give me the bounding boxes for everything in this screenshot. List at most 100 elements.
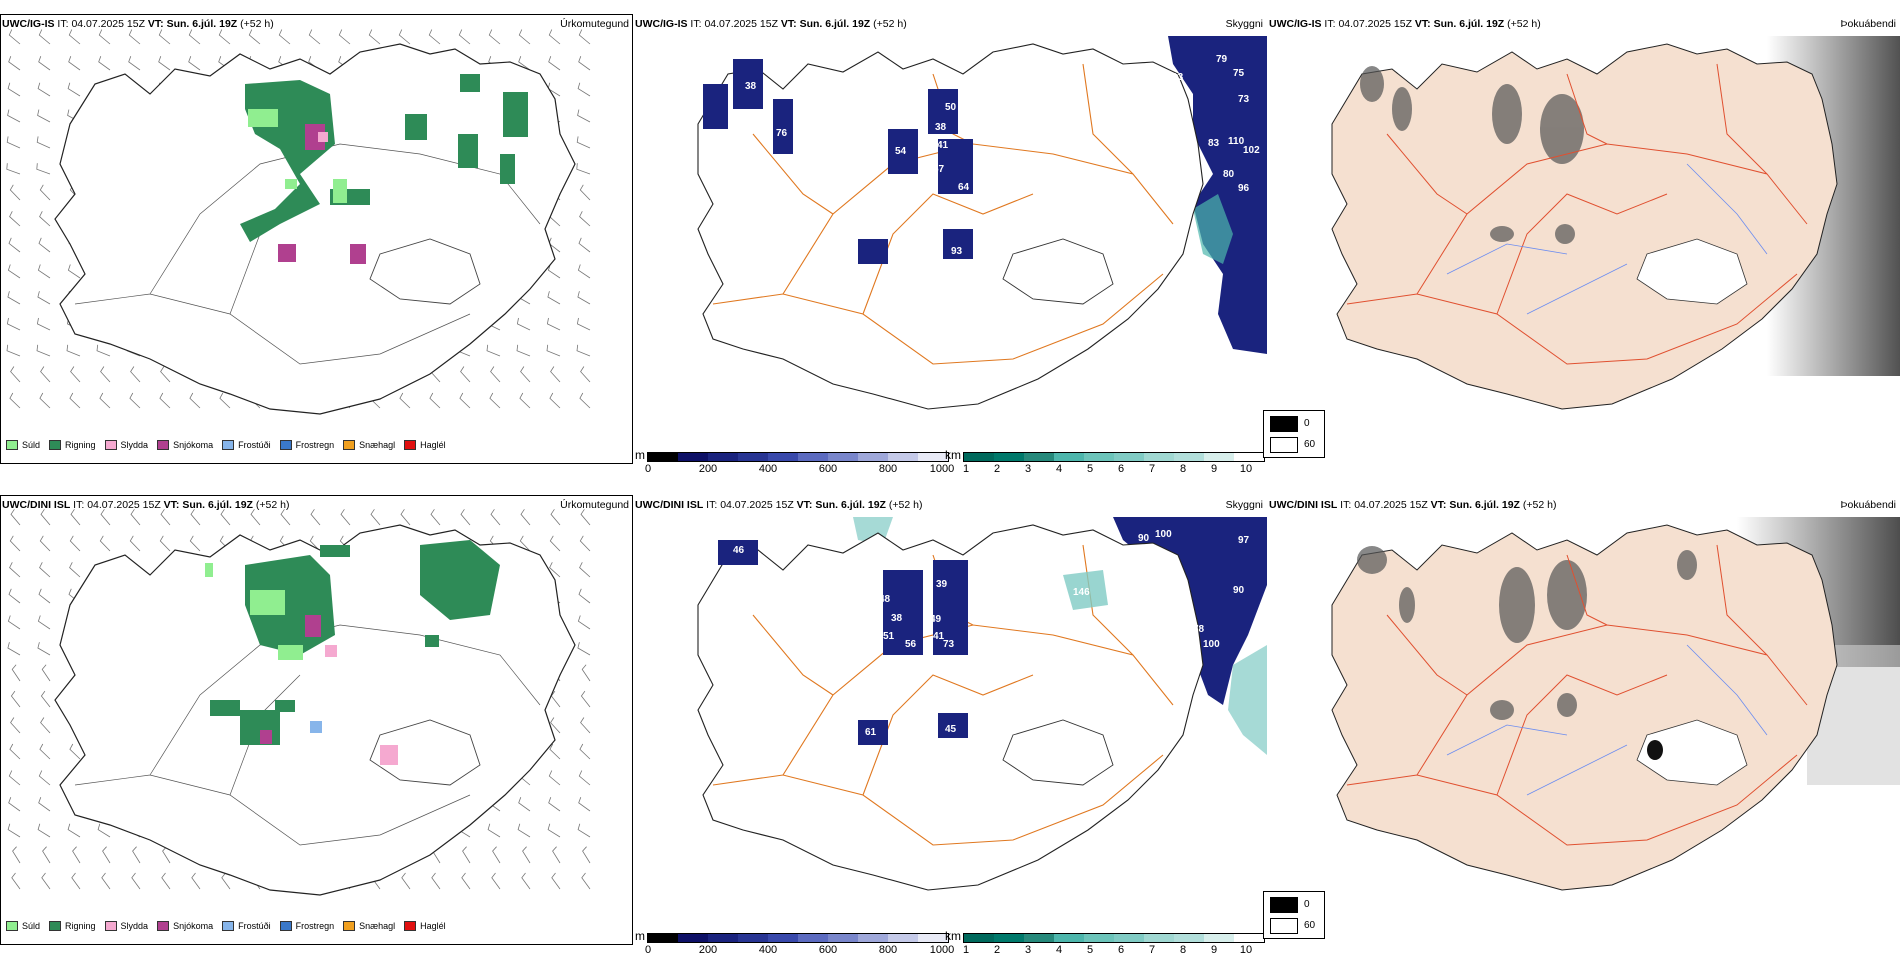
svg-text:54: 54	[895, 146, 907, 157]
iceland-outline	[697, 43, 1204, 410]
wind-barb	[191, 872, 201, 890]
visibility-colorbar: km 1 2 3 4 5 6 7 8 9 10	[945, 438, 1265, 475]
drizzle-areas	[248, 109, 347, 203]
wind-barb	[128, 56, 141, 71]
cloud-map-bottom: 46 48 39 38 49 41 56 73 51 61 45 03 146 …	[697, 517, 1267, 891]
cloud-base-labels-bottom: 46 48 39 38 49 41 56 73 51 61 45 03 146 …	[733, 529, 1250, 758]
wind-barb	[70, 366, 81, 383]
svg-text:146: 146	[1073, 587, 1090, 598]
wind-barb	[519, 535, 531, 552]
svg-text:73: 73	[1238, 94, 1250, 105]
wind-barb	[576, 344, 591, 357]
svg-text:73: 73	[943, 639, 955, 650]
wind-barb	[582, 846, 591, 864]
wind-barb	[460, 366, 471, 383]
wind-barb	[549, 562, 561, 578]
svg-text:39: 39	[936, 579, 948, 590]
wind-barb	[67, 82, 81, 97]
svg-text:75: 75	[1233, 68, 1245, 79]
wind-barb	[578, 797, 591, 812]
wind-barb	[11, 872, 21, 890]
sleet-areas	[318, 132, 328, 142]
svg-text:51: 51	[883, 631, 895, 642]
wind-barb	[7, 615, 21, 630]
wind-barb	[577, 82, 591, 97]
wind-barb	[548, 56, 561, 71]
wind-barb	[101, 872, 111, 890]
wind-barb	[491, 872, 501, 890]
legend-item-freezing-rain: Frostregn	[279, 440, 334, 450]
wind-barb	[398, 29, 411, 45]
wind-barb	[577, 615, 591, 630]
wind-barb	[70, 509, 81, 526]
panel-header: UWC/IG-IS IT: 04.07.2025 15Z VT: Sun. 6.…	[635, 18, 907, 30]
precip-map-bottom	[7, 509, 591, 896]
svg-text:50: 50	[945, 102, 957, 113]
wind-barb	[581, 664, 591, 682]
wind-barb	[99, 392, 111, 409]
svg-text:79: 79	[1216, 54, 1228, 65]
svg-text:83: 83	[1208, 138, 1220, 149]
wind-barb	[576, 136, 591, 149]
wind-barb	[8, 588, 21, 604]
wind-barb	[38, 797, 51, 812]
wind-barb	[278, 29, 291, 45]
wind-barb	[37, 823, 51, 838]
svg-text:38: 38	[935, 122, 947, 133]
svg-text:46: 46	[733, 545, 745, 556]
legend-item-drizzle: Súld	[6, 440, 40, 450]
legend-item-freezing-drizzle: Frostúði	[222, 440, 271, 450]
wind-barb	[250, 509, 261, 526]
wind-barb	[38, 588, 51, 604]
wind-barb	[132, 846, 141, 864]
wind-barb	[160, 366, 171, 383]
legend-item-snow: Snjókoma	[157, 440, 213, 450]
wind-barb	[219, 392, 231, 409]
wind-barb	[547, 823, 561, 838]
wind-barb	[548, 29, 561, 45]
wind-barb	[6, 136, 21, 149]
wind-barb	[37, 109, 51, 123]
panel-header: UWC/IG-IS IT: 04.07.2025 15Z VT: Sun. 6.…	[2, 18, 274, 30]
wind-barb	[98, 56, 111, 71]
fog-panel-top: UWC/IG-IS IT: 04.07.2025 15Z VT: Sun. 6.…	[1263, 14, 1900, 464]
wind-barb	[7, 109, 21, 123]
legend-item-freezing-drizzle: Frostúði	[222, 921, 271, 931]
wind-barb	[520, 366, 531, 383]
wind-barb	[308, 29, 321, 45]
wind-barb	[69, 743, 81, 760]
freezing-drizzle-areas	[310, 721, 322, 733]
wind-barb	[160, 509, 171, 526]
wind-barb	[100, 366, 111, 383]
cloud-panel-bottom: UWC/DINI ISL IT: 04.07.2025 15Z VT: Sun.…	[633, 495, 1267, 956]
svg-text:97: 97	[1238, 535, 1250, 546]
svg-text:45: 45	[945, 724, 957, 735]
iceland-outline	[54, 43, 576, 415]
precip-panel-bottom: UWC/DINI ISL IT: 04.07.2025 15Z VT: Sun.…	[0, 495, 633, 945]
wind-barb	[340, 509, 351, 526]
wind-barb	[578, 29, 591, 45]
wind-barb	[338, 29, 351, 45]
cloud-base-colorbar: m 0 200 400 600 800 1000	[635, 448, 955, 475]
wind-barb	[9, 392, 21, 409]
wind-barb	[9, 743, 21, 760]
wind-barb	[36, 136, 51, 149]
wind-barb	[520, 509, 531, 526]
wind-barb	[40, 717, 51, 734]
wind-barb	[10, 366, 21, 383]
wind-barb	[551, 872, 561, 890]
wind-barb	[189, 535, 201, 552]
iceland-outline	[697, 524, 1204, 891]
wind-barb	[189, 392, 201, 409]
wind-barb	[546, 344, 561, 357]
wind-barb	[36, 317, 51, 331]
svg-text:56: 56	[905, 639, 917, 650]
fog-map-bottom	[1331, 517, 1900, 891]
wind-barb	[579, 211, 591, 227]
precip-legend: Súld Rigning Slydda Snjókoma Frostúði Fr…	[6, 440, 455, 450]
wind-barb	[6, 163, 21, 175]
wind-barb	[67, 823, 81, 838]
wind-barb	[462, 846, 471, 864]
glacier-outline	[1002, 719, 1114, 786]
low-cloud-areas	[718, 540, 968, 745]
